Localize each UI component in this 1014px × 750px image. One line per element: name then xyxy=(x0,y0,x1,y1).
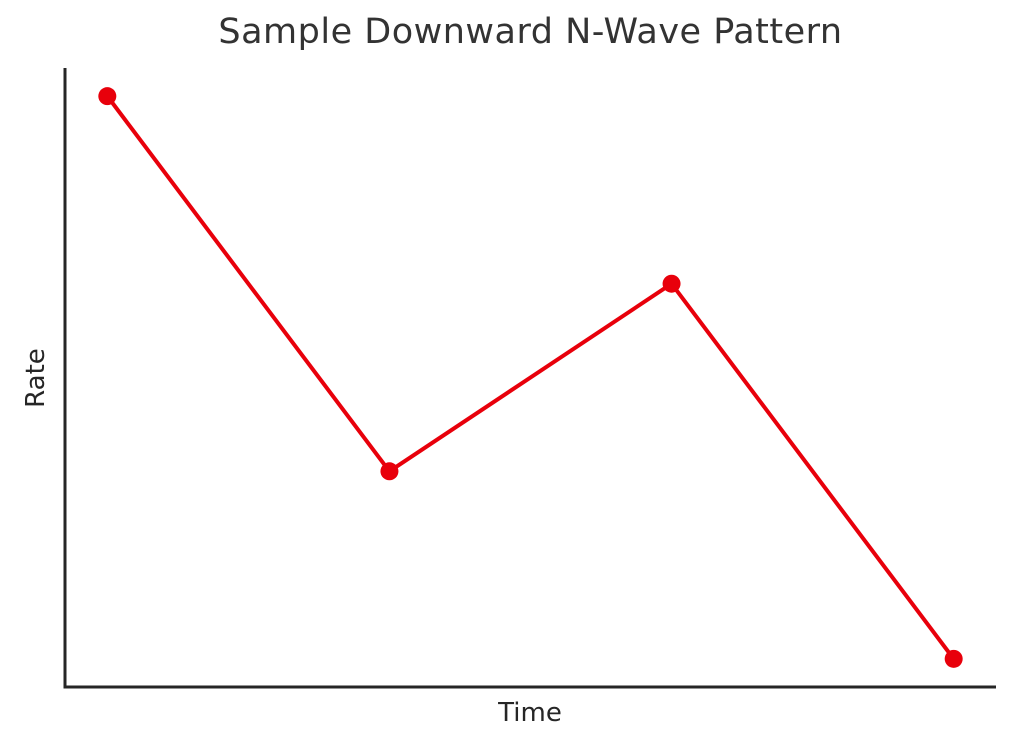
data-point xyxy=(662,274,681,293)
chart-title: Sample Downward N-Wave Pattern xyxy=(218,12,843,52)
x-axis-label: Time xyxy=(498,698,562,728)
data-point xyxy=(380,462,399,481)
data-line xyxy=(105,94,956,661)
data-point xyxy=(944,649,963,668)
data-point xyxy=(98,87,117,106)
